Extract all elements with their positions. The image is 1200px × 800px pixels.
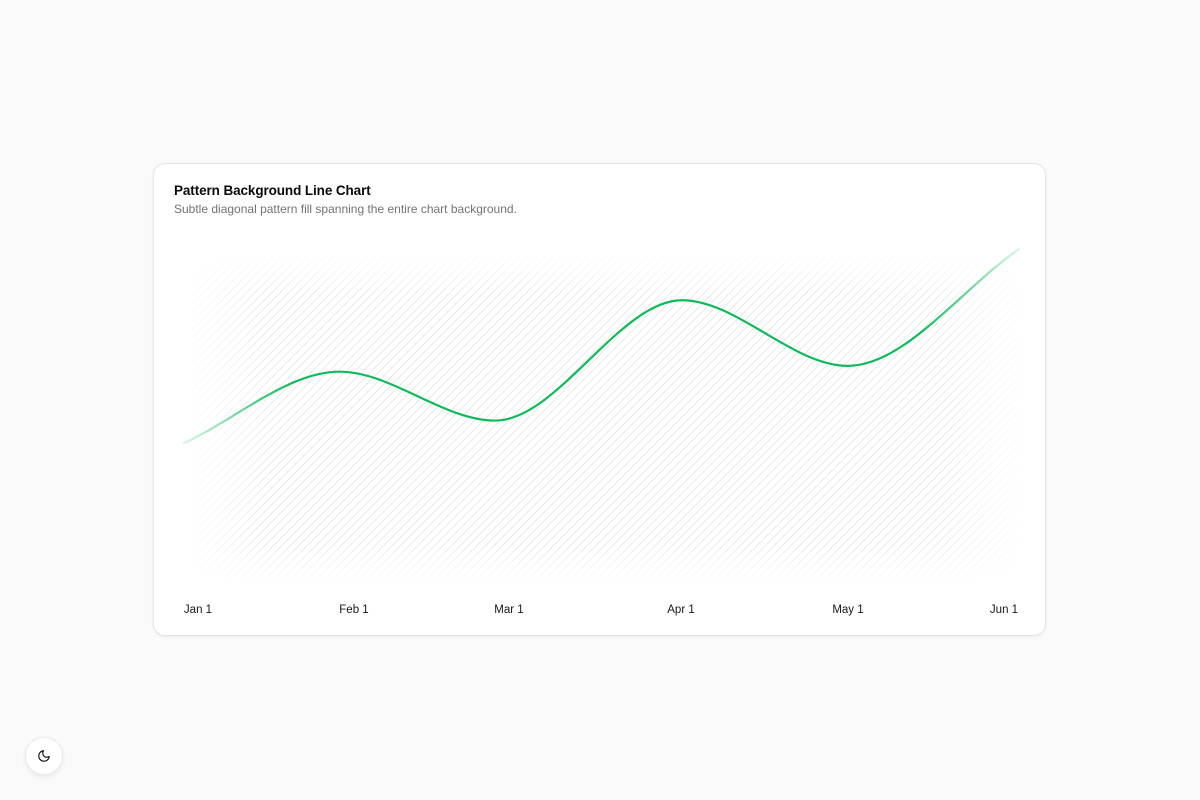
x-tick-label: Apr 1	[667, 604, 695, 616]
x-tick-label: May 1	[832, 604, 863, 616]
x-tick-label: Jan 1	[184, 604, 212, 616]
pattern-background	[184, 254, 1026, 584]
chart-card: Pattern Background Line Chart Subtle dia…	[153, 163, 1046, 636]
x-tick-label: Feb 1	[339, 604, 368, 616]
series-line	[182, 248, 1021, 445]
x-tick-label: Jun 1	[990, 604, 1018, 616]
x-axis-ticks: Jan 1 Feb 1 Mar 1 Apr 1 May 1 Jun 1	[184, 604, 1018, 616]
chart-title: Pattern Background Line Chart	[174, 183, 371, 198]
line-chart: Jan 1 Feb 1 Mar 1 Apr 1 May 1 Jun 1	[182, 248, 1026, 616]
moon-icon	[38, 750, 50, 762]
series-layer	[182, 248, 1021, 445]
card-header: Pattern Background Line Chart Subtle dia…	[174, 183, 517, 216]
x-tick-label: Mar 1	[494, 604, 523, 616]
chart-subtitle: Subtle diagonal pattern fill spanning th…	[174, 202, 517, 216]
theme-toggle-button[interactable]	[25, 737, 63, 775]
